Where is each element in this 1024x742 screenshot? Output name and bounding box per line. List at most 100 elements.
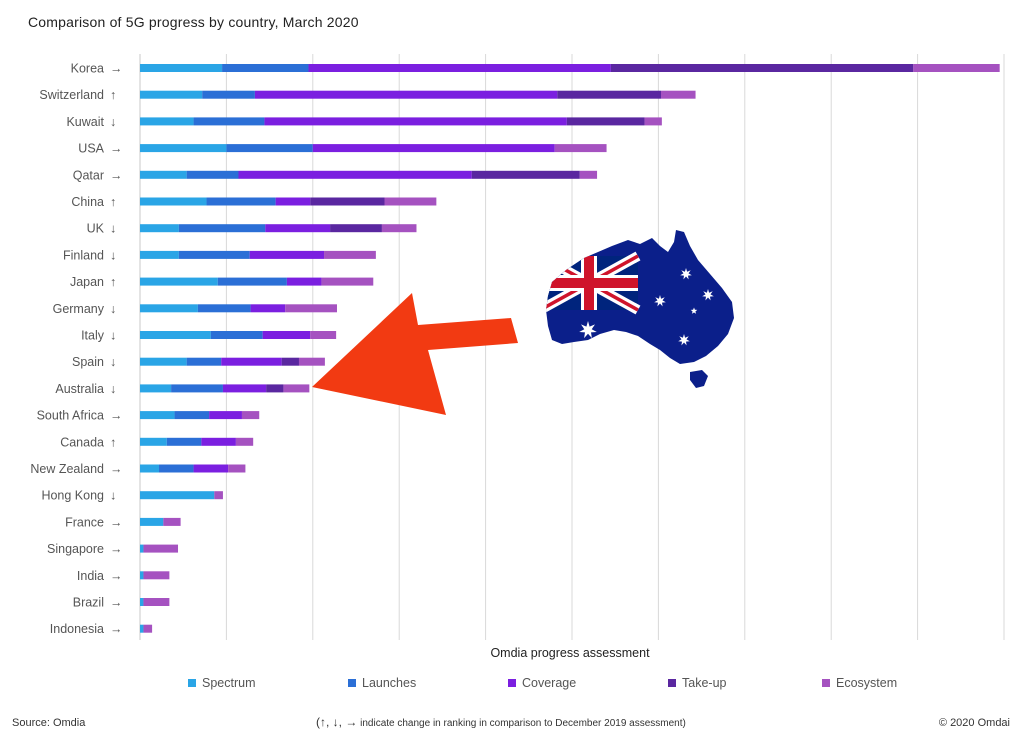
bar-segment-ecosystem: [143, 544, 179, 553]
ranking-arrow: ↓: [110, 355, 116, 369]
ranking-note-arrows: (↑, ↓, →: [316, 715, 358, 729]
bar-segment-ecosystem: [143, 598, 170, 606]
y-tick-label: Switzerland: [39, 88, 104, 102]
ranking-arrow: →: [110, 168, 123, 182]
bar-segment-ecosystem: [214, 491, 223, 500]
legend-swatch-spectrum: [188, 679, 196, 687]
bar-segment-ecosystem: [298, 357, 325, 366]
bar-segment-ecosystem: [644, 117, 662, 126]
bar-segment-spectrum: [140, 331, 211, 339]
bar-segment-launches: [226, 144, 313, 153]
legend-swatch-take-up: [668, 679, 676, 687]
bar-segment-ecosystem: [381, 224, 417, 233]
copyright: © 2020 Omdai: [938, 717, 1010, 729]
ranking-arrow: →: [110, 542, 123, 556]
bar-segment-coverage: [249, 250, 325, 259]
bar-segment-coverage: [265, 224, 331, 233]
y-tick-label: New Zealand: [30, 462, 104, 476]
bar-segment-launches: [222, 64, 309, 72]
y-tick-label: China: [71, 195, 104, 209]
bar-segment-spectrum: [140, 64, 223, 72]
legend-label-take-up: Take-up: [682, 676, 727, 690]
bar-segment-launches: [197, 304, 251, 313]
bar-segment-coverage: [312, 144, 555, 153]
bar-segment-launches: [159, 464, 194, 473]
bar-segment-launches: [206, 197, 276, 206]
bar-segment-spectrum: [140, 117, 194, 126]
y-tick-label: UK: [87, 222, 105, 236]
ranking-arrow: ↑: [110, 435, 116, 449]
bar-segment-ecosystem: [913, 64, 1000, 72]
y-tick-label: Italy: [81, 329, 105, 343]
y-tick-label: Indonesia: [50, 622, 104, 636]
legend-swatch-coverage: [508, 679, 516, 687]
y-tick-label: France: [65, 515, 104, 529]
legend-item-coverage: Coverage: [508, 676, 576, 690]
ranking-note: (↑, ↓, → indicate change in ranking in c…: [316, 715, 686, 729]
bar-segment-spectrum: [140, 304, 198, 313]
ranking-arrow: ↑: [110, 275, 116, 289]
bar-segment-coverage: [201, 437, 236, 446]
bar-segment-launches: [202, 90, 255, 99]
bar-segment-spectrum: [140, 517, 164, 526]
bar-segment-spectrum: [140, 90, 203, 99]
ranking-arrow: ↓: [110, 489, 116, 503]
ranking-arrow: →: [110, 569, 123, 583]
legend-label-launches: Launches: [362, 676, 417, 690]
bar-segment-ecosystem: [163, 517, 181, 526]
bar-segment-ecosystem: [579, 170, 598, 179]
bar-segment-coverage: [254, 90, 558, 99]
y-tick-label: Australia: [55, 382, 104, 396]
ranking-arrow: ↑: [110, 195, 116, 209]
y-tick-label: Finland: [63, 248, 104, 262]
bar-segment-take-up: [310, 197, 385, 206]
bar-segment-coverage: [308, 64, 611, 72]
legend-swatch-ecosystem: [822, 679, 830, 687]
ranking-arrow: ↓: [110, 222, 116, 236]
bar-segment-spectrum: [140, 250, 179, 259]
legend: Spectrum Launches Coverage Take-up Ecosy…: [0, 676, 1024, 694]
ranking-arrow: ↓: [110, 382, 116, 396]
legend-item-spectrum: Spectrum: [188, 676, 256, 690]
bar-segment-spectrum: [140, 357, 187, 366]
bar-segment-spectrum: [140, 544, 144, 553]
bar-segment-ecosystem: [324, 250, 376, 259]
y-tick-label: Hong Kong: [41, 489, 104, 503]
legend-label-spectrum: Spectrum: [202, 676, 256, 690]
bar-segment-take-up: [557, 90, 661, 99]
y-tick-label: Qatar: [73, 168, 104, 182]
bar-segment-spectrum: [140, 144, 227, 153]
bar-segment-launches: [186, 170, 239, 179]
y-tick-label: Canada: [60, 435, 104, 449]
ranking-arrow: →: [110, 515, 123, 529]
legend-swatch-launches: [348, 679, 356, 687]
bar-segment-spectrum: [140, 384, 172, 393]
bar-segment-coverage: [238, 170, 472, 179]
bar-segment-ecosystem: [143, 624, 153, 633]
bar-segment-coverage: [221, 357, 282, 366]
bar-segment-ecosystem: [228, 464, 246, 473]
bar-segment-launches: [166, 437, 202, 446]
y-tick-label: Japan: [70, 275, 104, 289]
bar-segment-coverage: [209, 411, 242, 420]
ranking-arrow: →: [110, 62, 123, 76]
bar-segment-ecosystem: [283, 384, 310, 393]
bar-segment-take-up: [610, 64, 914, 72]
bar-segment-launches: [178, 224, 266, 233]
bar-segment-take-up: [330, 224, 382, 233]
bar-segment-launches: [210, 331, 263, 339]
bar-segment-ecosystem: [554, 144, 607, 153]
y-tick-label: USA: [78, 142, 104, 156]
bar-segment-ecosystem: [660, 90, 696, 99]
bar-segment-spectrum: [140, 624, 144, 633]
ranking-arrow: →: [110, 622, 123, 636]
ranking-arrow: →: [110, 409, 123, 423]
y-tick-label: India: [77, 569, 104, 583]
bar-segment-spectrum: [140, 437, 167, 446]
bar-segment-spectrum: [140, 197, 207, 206]
y-tick-label: Spain: [72, 355, 104, 369]
bar-segment-take-up: [471, 170, 580, 179]
bar-segment-launches: [171, 384, 223, 393]
bar-segment-spectrum: [140, 491, 215, 500]
